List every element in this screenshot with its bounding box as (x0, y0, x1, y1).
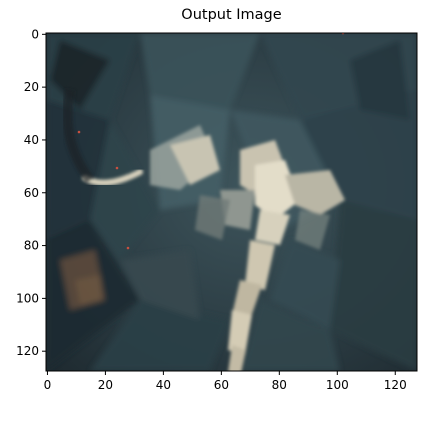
x-tick-label: 20 (98, 378, 113, 392)
output-image (46, 32, 417, 378)
x-tick-label: 40 (156, 378, 171, 392)
y-tick-label: 20 (24, 80, 39, 94)
y-axis: 0 20 40 60 80 100 120 (16, 27, 46, 358)
y-tick-label: 80 (24, 239, 39, 253)
y-tick-label: 100 (16, 291, 39, 305)
x-tick-label: 100 (326, 378, 349, 392)
x-tick-label: 120 (384, 378, 407, 392)
y-tick-label: 40 (24, 133, 39, 147)
x-axis: 0 20 40 60 80 100 120 (44, 371, 407, 392)
y-tick-label: 0 (31, 27, 39, 41)
y-tick-label: 60 (24, 186, 39, 200)
x-tick-label: 60 (214, 378, 229, 392)
x-tick-label: 80 (272, 378, 287, 392)
x-tick-label: 0 (44, 378, 52, 392)
y-tick-label: 120 (16, 344, 39, 358)
